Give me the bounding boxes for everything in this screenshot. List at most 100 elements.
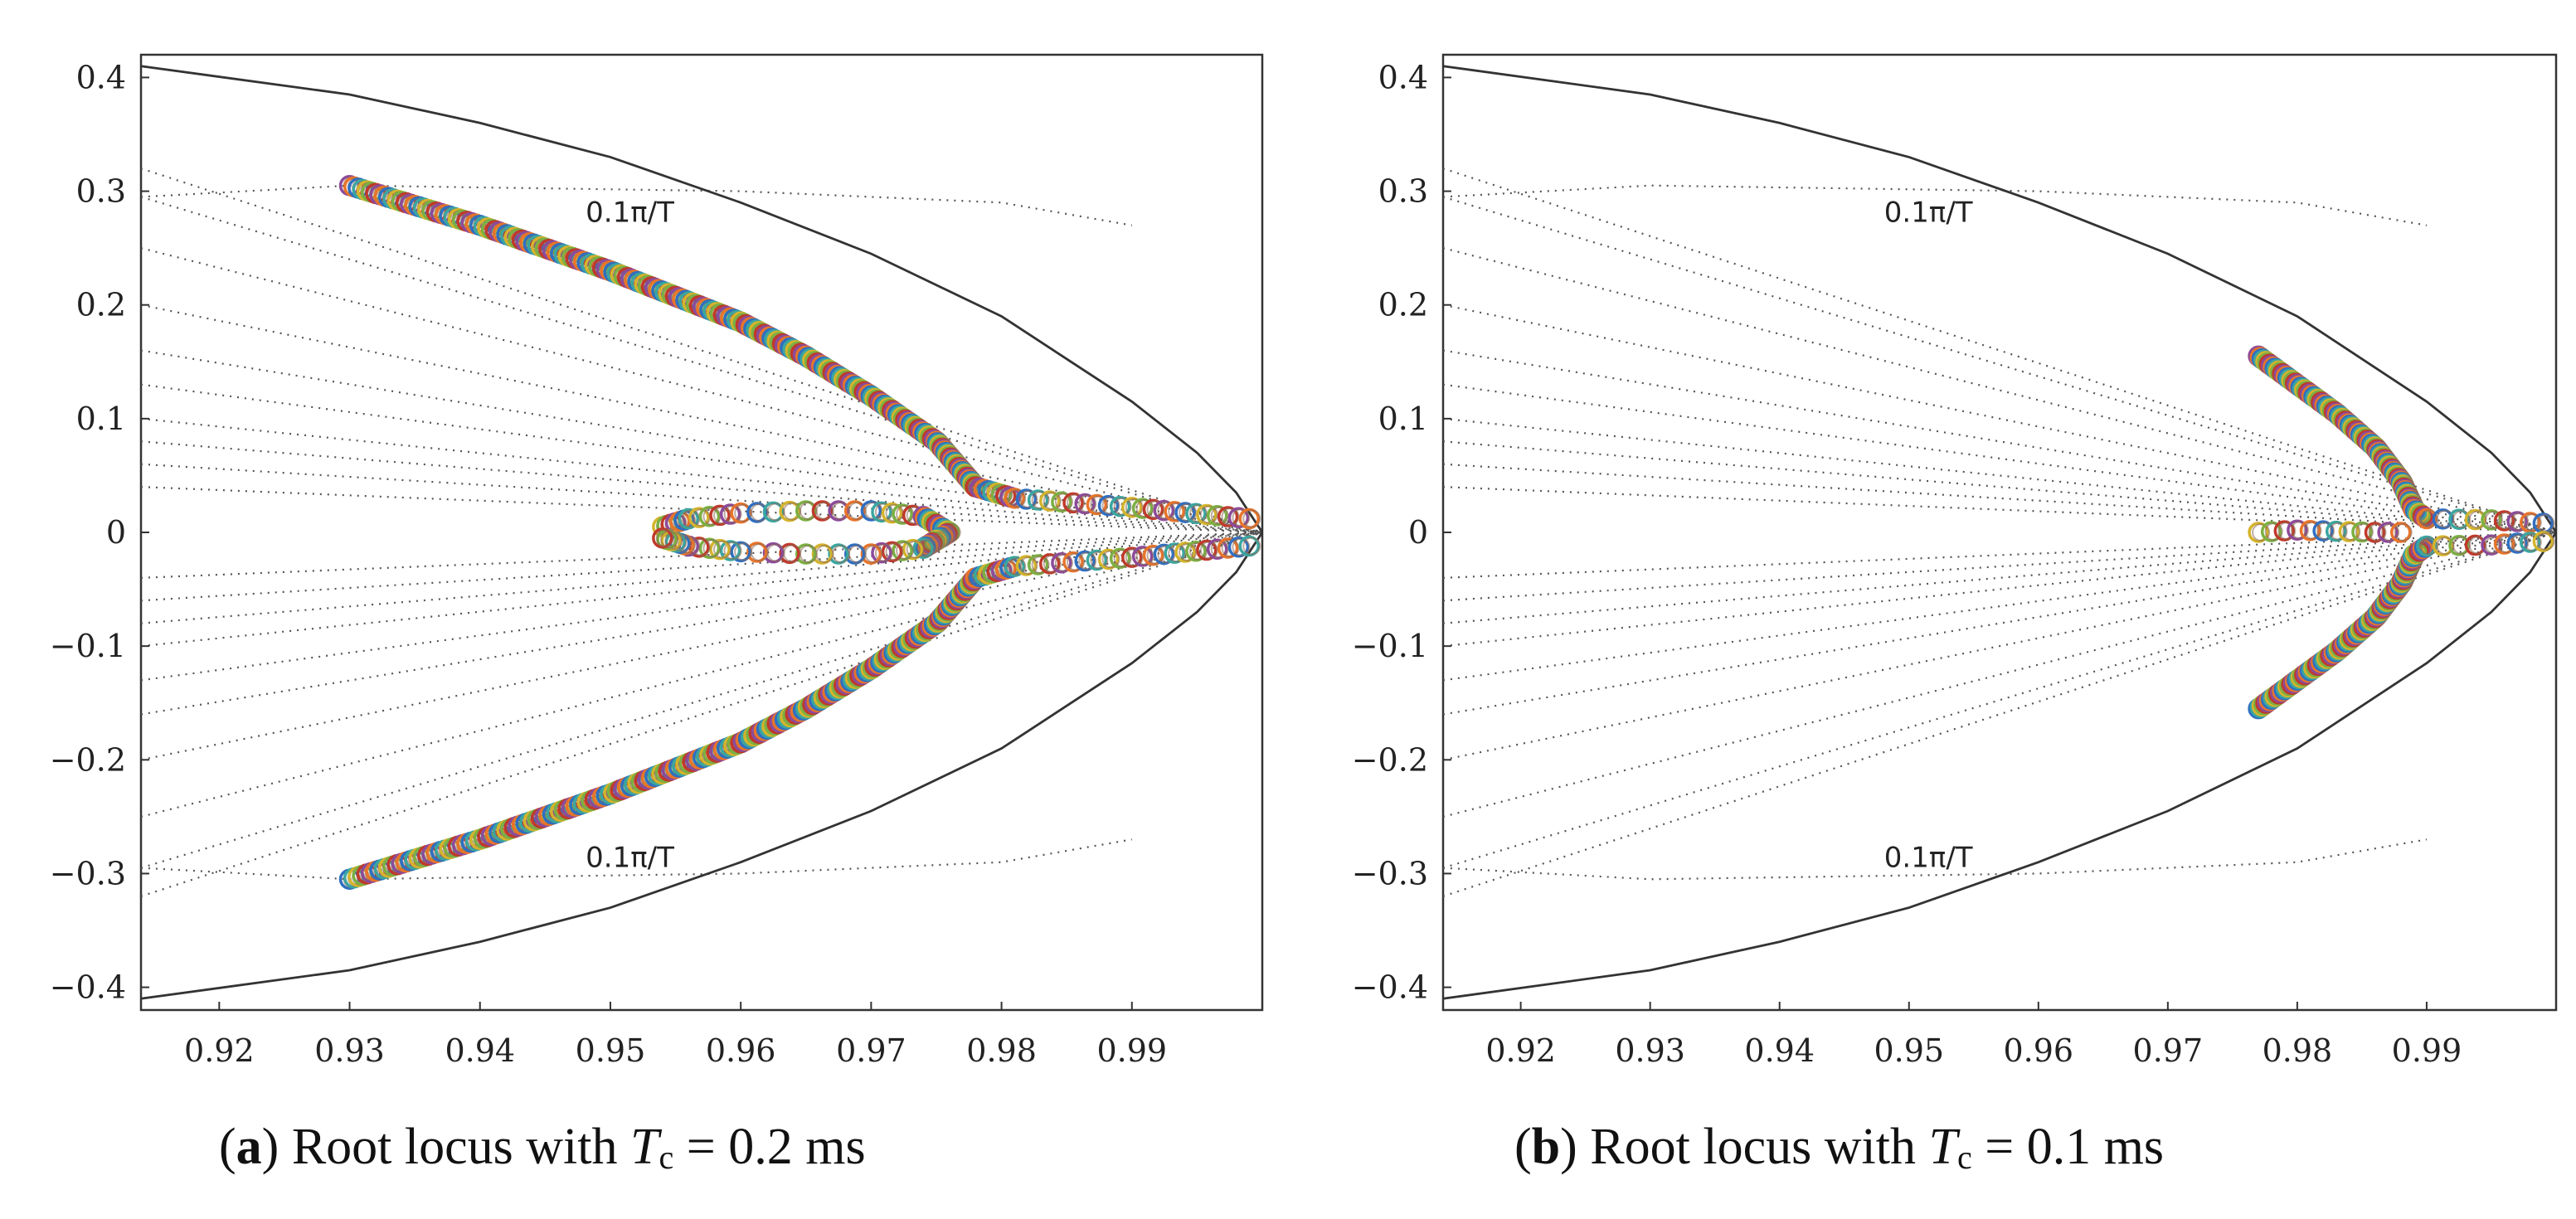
damping-guide-line: [140, 196, 1263, 534]
locus-point: [902, 538, 924, 561]
locus-point: [1217, 506, 1239, 527]
locus-point-shadow: [1210, 506, 1229, 525]
locus-point-shadow: [734, 542, 753, 561]
locus-point: [1238, 508, 1261, 530]
locus-point: [698, 506, 721, 527]
locus-point-shadow: [2497, 535, 2516, 554]
locus-point: [1174, 542, 1196, 563]
locus-point-shadow: [2523, 513, 2542, 532]
x-tick-label: 0.93: [314, 1032, 385, 1069]
locus-point-shadow: [1067, 552, 1086, 571]
locus-point: [2448, 535, 2470, 556]
locus-point-shadow: [1242, 537, 1261, 556]
y-tick-label: 0.1: [76, 401, 126, 437]
locus-point-shadow: [1199, 505, 1218, 524]
damping-guide-line: [1442, 304, 2557, 534]
locus-point: [811, 500, 834, 522]
x-tick-label: 0.95: [576, 1032, 646, 1069]
locus-point-shadow: [1168, 502, 1187, 521]
locus-point: [2273, 520, 2296, 542]
locus-point: [2248, 522, 2269, 543]
x-tick-label: 0.98: [966, 1032, 1037, 1069]
damping-guide-line: [1442, 383, 2557, 534]
locus-point: [762, 542, 785, 564]
locus-point: [2520, 512, 2541, 533]
locus-point-shadow: [1101, 550, 1120, 569]
locus-point-shadow: [2355, 522, 2374, 542]
locus-point: [1142, 498, 1164, 521]
locus-point-shadow: [1125, 498, 1144, 517]
locus-point-shadow: [1113, 497, 1132, 516]
x-tick-label: 0.97: [836, 1032, 906, 1069]
locus-point-shadow: [2290, 521, 2309, 540]
caption-b-letter: b: [1532, 1119, 1560, 1175]
locus-point: [795, 543, 817, 565]
locus-point: [2260, 521, 2282, 542]
locus-point-shadow: [2316, 522, 2335, 541]
locus-point: [811, 543, 834, 565]
locus-point-shadow: [1090, 551, 1109, 570]
locus-point-shadow: [2303, 521, 2322, 540]
damping-guide-line: [1442, 349, 2557, 534]
locus-branch-1: [338, 174, 1261, 530]
locus-point: [1086, 493, 1108, 516]
damping-guide-line: [140, 531, 1263, 897]
locus-point: [719, 540, 741, 561]
locus-point: [2481, 534, 2502, 556]
locus-point-shadow: [1054, 493, 1073, 512]
locus-point: [828, 543, 849, 565]
locus-point-shadow: [1221, 508, 1240, 527]
x-tick-label: 0.97: [2133, 1032, 2204, 1069]
locus-point: [2464, 508, 2486, 531]
locus-point: [2287, 519, 2308, 542]
locus-point-shadow: [1168, 544, 1187, 563]
locus-point: [2351, 521, 2373, 543]
x-tick-label: 0.92: [1485, 1032, 1556, 1069]
locus-point: [709, 504, 731, 527]
locus-point: [1164, 501, 1185, 522]
locus-point-shadow: [1199, 541, 1218, 560]
frequency-annotation: 0.1π/T: [586, 196, 674, 229]
boundary-curve-upper: [1442, 65, 2558, 533]
locus-point: [1121, 546, 1143, 568]
locus-point-shadow: [702, 539, 722, 558]
locus-point-shadow: [916, 539, 936, 558]
locus-point-shadow: [1078, 494, 1097, 513]
locus-point-shadow: [2342, 522, 2361, 542]
damping-guide-line: [1442, 531, 2557, 818]
y-tick-label: −0.2: [50, 741, 126, 778]
damping-guide-line: [140, 349, 1263, 534]
locus-point-shadow: [2523, 533, 2542, 551]
locus-point-shadow: [1157, 501, 1176, 520]
locus-point: [1206, 505, 1228, 527]
damping-guide-line: [140, 531, 1263, 648]
locus-point-shadow: [1101, 496, 1120, 515]
y-tick-label: 0: [106, 514, 126, 551]
locus-point: [843, 500, 866, 522]
locus-point-shadow: [1031, 491, 1050, 510]
locus-point: [1196, 539, 1218, 561]
locus-point-shadow: [1242, 509, 1261, 528]
damping-guide-line: [140, 531, 1263, 818]
y-tick-label: 0.4: [1378, 59, 1428, 95]
locus-point-shadow: [1135, 546, 1154, 566]
locus-point: [730, 541, 751, 563]
x-tick-label: 0.92: [184, 1032, 255, 1069]
boundary-curve-lower: [1442, 532, 2558, 1000]
locus-point: [843, 543, 866, 565]
locus-point-shadow: [2381, 523, 2400, 542]
damping-guide-line: [140, 531, 1263, 869]
locus-point: [1038, 490, 1061, 512]
locus-point-shadow: [1179, 503, 1198, 522]
locus-point-shadow: [1090, 495, 1109, 514]
locus-point: [2506, 532, 2528, 554]
locus-branch-2: [338, 535, 1261, 891]
locus-point: [2493, 533, 2515, 555]
locus-point: [795, 500, 817, 522]
locus-point-shadow: [2329, 522, 2348, 541]
locus-point: [1062, 492, 1084, 514]
locus-branch-2: [2248, 531, 2555, 720]
locus-point-shadow: [1067, 493, 1086, 512]
x-tick-label: 0.94: [445, 1032, 515, 1069]
locus-point-shadow: [1078, 551, 1097, 571]
